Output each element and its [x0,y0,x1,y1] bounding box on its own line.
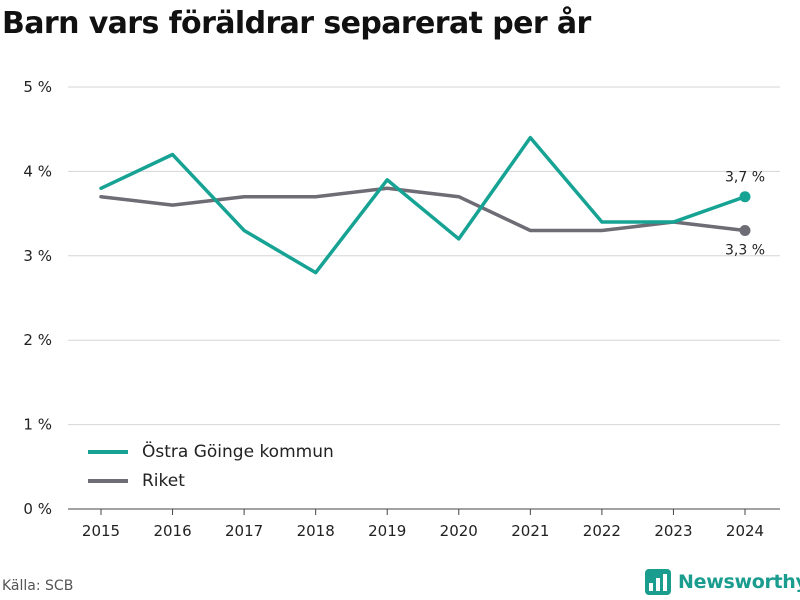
newsworthy-logo-icon [645,569,671,595]
grid-lines [68,86,780,510]
x-tick-label: 2020 [440,522,478,540]
legend-label-ostra-goinge: Östra Göinge kommun [142,441,334,462]
y-tick-label: 3 % [23,247,52,265]
series-end-point-1 [739,224,751,236]
series-lines [99,135,751,275]
x-tick-label: 2022 [583,522,621,540]
y-tick-label: 5 % [23,78,52,96]
y-tick-label: 0 % [23,500,52,518]
x-tick-label: 2018 [297,522,335,540]
x-tick-label: 2024 [726,522,764,540]
legend-item-riket: Riket [88,466,334,495]
end-labels: 3,7 % 3,3 % [725,170,765,259]
x-tick-label: 2017 [225,522,263,540]
x-axis-ticks: 2015 2016 2017 2018 2019 2020 2021 2022 2023 2024 [82,509,764,540]
y-tick-label: 4 % [23,162,52,180]
x-tick-label: 2021 [511,522,549,540]
y-tick-label: 1 % [23,416,52,434]
x-tick-label: 2015 [82,522,120,540]
chart-title: Barn vars föräldrar separerat per år [2,6,591,41]
end-value-label-0: 3,7 % [725,170,765,186]
end-value-label-1: 3,3 % [725,242,765,258]
legend-swatch-riket [88,478,128,483]
source-note: Källa: SCB [2,578,74,594]
y-axis-ticks: 0 % 1 % 2 % 3 % 4 % 5 % [23,78,52,518]
x-tick-label: 2019 [368,522,406,540]
legend: Östra Göinge kommun Riket [88,437,334,495]
brand-name: Newsworthy [678,571,800,593]
series-line-1 [99,186,747,233]
legend-swatch-ostra-goinge [88,449,128,454]
legend-label-riket: Riket [142,470,185,491]
x-tick-label: 2016 [153,522,191,540]
series-end-point-0 [739,191,751,203]
x-tick-label: 2023 [654,522,692,540]
y-tick-label: 2 % [23,331,52,349]
series-line-0 [99,135,747,275]
brand: Newsworthy [645,569,800,595]
legend-item-ostra-goinge: Östra Göinge kommun [88,437,334,466]
